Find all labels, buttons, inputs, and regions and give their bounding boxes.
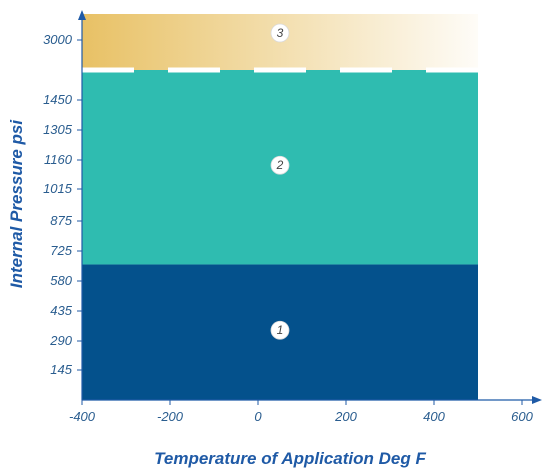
zone-2-marker (270, 155, 290, 175)
labels-layer: 1 2 3 (270, 23, 290, 340)
zone-3-marker (270, 23, 290, 43)
zone-2-label: 2 (276, 158, 284, 172)
zone-3-label: 3 (277, 26, 284, 40)
y-axis-title: Internal Pressure psi (7, 119, 26, 288)
x-tick-label: -400 (69, 409, 96, 424)
y-tick-label: 3000 (43, 32, 73, 47)
zone-1-label: 1 (277, 323, 284, 337)
x-axis-title: Temperature of Application Deg F (154, 449, 426, 468)
zones-layer (82, 14, 478, 400)
x-tick-label: 0 (254, 409, 262, 424)
x-tick-label: -200 (157, 409, 184, 424)
x-tick-label: 600 (511, 409, 533, 424)
y-tick-label: 1305 (43, 122, 73, 137)
y-tick-label: 435 (50, 303, 72, 318)
y-tick-label: 290 (49, 333, 72, 348)
y-tick-label: 1015 (43, 181, 73, 196)
y-tick-label: 1450 (43, 92, 73, 107)
y-tick-label: 725 (50, 243, 72, 258)
x-tick-label: 200 (334, 409, 357, 424)
x-axis-arrow-icon (532, 396, 542, 404)
y-tick-label: 580 (50, 273, 72, 288)
y-tick-label: 1160 (44, 152, 73, 167)
zone-1-marker (270, 320, 290, 340)
x-tick-label: 400 (423, 409, 445, 424)
axes-layer: 145 290 435 580 725 875 1015 1160 1305 1450 3000 -4… (43, 10, 542, 424)
y-axis-arrow-icon (78, 10, 86, 20)
y-tick-label: 145 (50, 362, 72, 377)
y-tick-label: 875 (50, 213, 72, 228)
